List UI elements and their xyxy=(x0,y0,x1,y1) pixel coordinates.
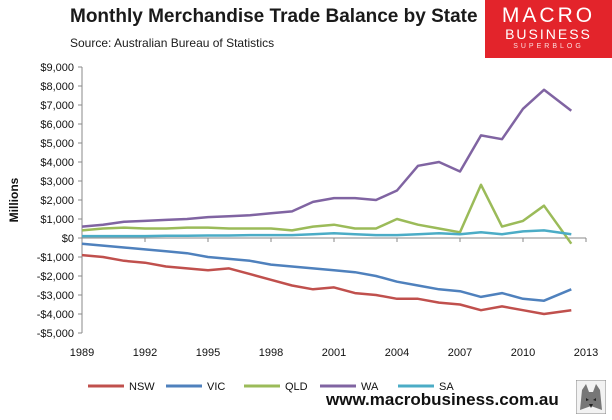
legend-label-sa: SA xyxy=(439,381,454,393)
y-tick-label: $0 xyxy=(62,233,74,245)
y-tick-label: -$3,000 xyxy=(37,290,74,302)
y-tick-label: -$4,000 xyxy=(37,309,74,321)
y-tick-label: $8,000 xyxy=(40,81,74,93)
macrobusiness-logo[interactable]: MACRO BUSINESS SUPERBLOG xyxy=(485,0,612,58)
y-tick-label: $3,000 xyxy=(40,176,74,188)
legend-label-qld: QLD xyxy=(285,381,308,393)
legend-label-wa: WA xyxy=(361,381,379,393)
series-line-vic xyxy=(81,242,572,302)
series-line-wa xyxy=(81,88,573,228)
logo-line-3: SUPERBLOG xyxy=(513,43,584,50)
x-tick-label: 2010 xyxy=(511,347,535,359)
x-tick-label: 2013 xyxy=(574,347,598,359)
y-axis-title: Millions xyxy=(7,177,21,222)
y-tick-label: -$1,000 xyxy=(37,252,74,264)
y-tick-label: $4,000 xyxy=(40,157,74,169)
x-tick-label: 2004 xyxy=(385,347,409,359)
series-line-qld xyxy=(81,183,573,245)
x-tick-label: 1992 xyxy=(133,347,157,359)
y-tick-label: $1,000 xyxy=(40,214,74,226)
x-tick-label: 1995 xyxy=(196,347,220,359)
legend-label-nsw: NSW xyxy=(129,381,155,393)
x-tick-label: 2007 xyxy=(448,347,472,359)
y-tick-label: -$2,000 xyxy=(37,271,74,283)
y-tick-label: $2,000 xyxy=(40,195,74,207)
y-tick-label: $9,000 xyxy=(40,62,74,74)
y-tick-label: $7,000 xyxy=(40,100,74,112)
wolf-logo-icon xyxy=(576,380,606,414)
chart-title: Monthly Merchandise Trade Balance by Sta… xyxy=(70,6,478,27)
logo-line-1: MACRO xyxy=(501,4,596,27)
y-tick-label: $6,000 xyxy=(40,119,74,131)
y-tick-label: -$5,000 xyxy=(37,328,74,340)
series-line-sa xyxy=(82,229,572,238)
logo-line-2: BUSINESS xyxy=(505,26,592,42)
x-tick-label: 1989 xyxy=(70,347,94,359)
x-tick-label: 2001 xyxy=(322,347,346,359)
website-url[interactable]: www.macrobusiness.com.au xyxy=(326,390,559,409)
y-tick-label: $5,000 xyxy=(40,138,74,150)
chart-source: Source: Australian Bureau of Statistics xyxy=(70,36,275,50)
x-tick-label: 1998 xyxy=(259,347,283,359)
legend-label-vic: VIC xyxy=(207,381,225,393)
series-line-nsw xyxy=(81,253,572,316)
